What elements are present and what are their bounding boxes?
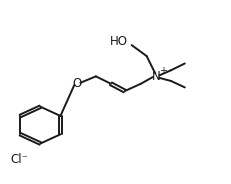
Text: HO: HO <box>110 35 128 48</box>
Text: +: + <box>159 66 167 76</box>
Text: O: O <box>73 77 82 90</box>
Text: N: N <box>152 70 160 83</box>
Text: Cl⁻: Cl⁻ <box>11 153 29 166</box>
